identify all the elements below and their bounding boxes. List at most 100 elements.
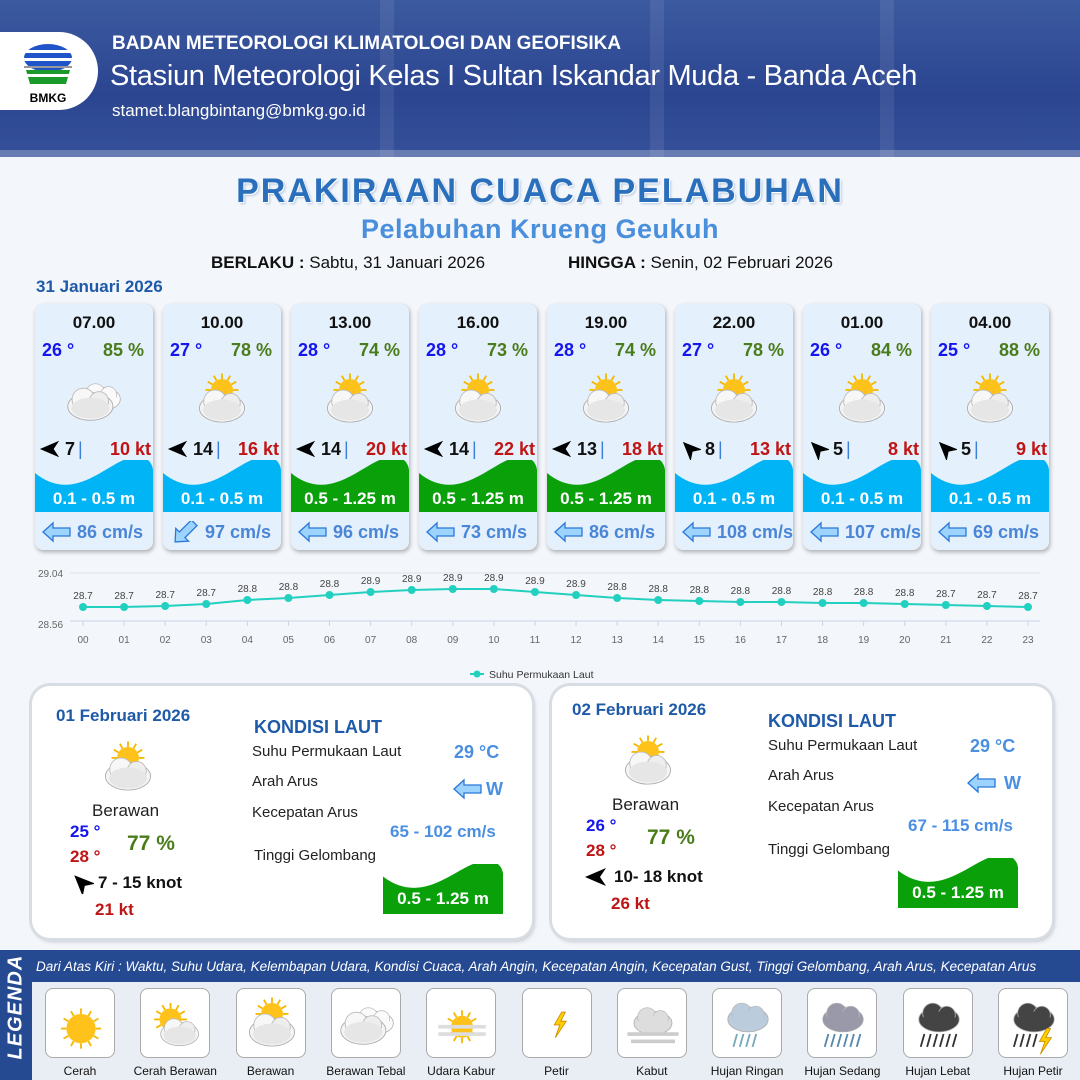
wave-height: 0.5 - 1.25 m: [560, 489, 652, 508]
wind-row: 14 | 20 kt: [295, 438, 407, 460]
data-label: 28.8: [607, 582, 627, 593]
x-tick-label: 14: [653, 635, 665, 646]
gust-speed: 26 kt: [611, 894, 650, 913]
separator: |: [600, 438, 605, 459]
x-tick-label: 21: [940, 635, 952, 646]
berawan-weather-icon: [950, 368, 1030, 432]
wave-height-icon: [675, 460, 793, 512]
data-point: [982, 602, 991, 610]
station-name: Stasiun Meteorologi Kelas I Sultan Iskan…: [110, 60, 918, 92]
wind-speed-range: 10- 18 knot: [614, 867, 703, 886]
sst-line: [83, 588, 1029, 608]
humidity: 85 %: [102, 340, 144, 360]
valid-to-label: HINGGA :: [568, 253, 646, 272]
air-temperature: 28 °: [298, 340, 331, 360]
data-point: [79, 603, 87, 611]
data-label: 28.8: [238, 584, 258, 595]
x-tick-label: 22: [981, 635, 993, 646]
max-temperature: 28 °: [70, 847, 101, 866]
data-label: 28.8: [854, 587, 874, 598]
data-point: [941, 601, 950, 609]
data-point: [695, 597, 704, 605]
gust-speed: 20 kt: [365, 438, 407, 459]
current-speed: 69 cm/s: [973, 522, 1040, 542]
berawan-weather-icon: [566, 368, 646, 432]
berawan-weather-icon: [608, 730, 688, 799]
gust-speed: 22 kt: [493, 438, 535, 459]
data-point: [284, 594, 293, 602]
data-label: 28.8: [731, 586, 751, 597]
wave-label: Tinggi Gelombang: [768, 841, 891, 858]
current-direction-icon: [297, 521, 329, 543]
current-direction-icon: [681, 521, 713, 543]
wind-direction-icon: [584, 866, 608, 893]
data-point: [120, 603, 129, 611]
data-point: [161, 602, 170, 610]
forecast-time: 22.00: [712, 313, 756, 332]
data-point: [243, 596, 252, 604]
forecast-time: 16.00: [456, 313, 500, 332]
wind-row: 13 | 18 kt: [551, 438, 663, 460]
petir-icon: [521, 988, 592, 1058]
data-label: 28.8: [772, 586, 792, 597]
data-label: 28.9: [443, 573, 463, 584]
hujan-sedang-icon: [807, 988, 878, 1058]
separator: |: [472, 438, 477, 459]
current-speed-range: 67 - 115 cm/s: [908, 816, 1013, 835]
cerah-berawan-icon: [140, 988, 211, 1058]
wind-row: 7 | 10 kt: [39, 438, 151, 460]
air-temperature: 28 °: [426, 340, 459, 360]
gust-speed: 9 kt: [1015, 438, 1047, 459]
wave-height: 0.1 - 0.5 m: [692, 489, 776, 508]
separator: |: [974, 438, 979, 459]
x-tick-label: 15: [694, 635, 706, 646]
current-direction: W: [1004, 773, 1021, 793]
legend-item-label: Hujan Sedang: [804, 1064, 881, 1078]
separator: |: [846, 438, 851, 459]
air-temperature: 27 °: [170, 340, 203, 360]
current-speed: 107 cm/s: [845, 522, 921, 542]
hujan-petir-icon: [998, 988, 1068, 1058]
forecast-card: 13.00 28 ° 74 % 14 | 20 kt 0.5 - 1.25 m 96…: [291, 304, 409, 550]
data-point: [325, 591, 334, 599]
data-point: [777, 598, 786, 606]
legend-description: Dari Atas Kiri : Waktu, Suhu Udara, Kele…: [32, 950, 1080, 982]
x-tick-label: 16: [735, 635, 747, 646]
data-label: 28.9: [525, 576, 545, 587]
wind-speed: 5: [833, 438, 844, 459]
humidity: 78 %: [742, 340, 784, 360]
separator: |: [216, 438, 221, 459]
humidity: 74 %: [358, 340, 400, 360]
data-point: [530, 588, 539, 596]
data-label: 28.8: [279, 582, 299, 593]
humidity: 78 %: [230, 340, 272, 360]
page-title: PRAKIRAAN CUACA PELABUHAN: [236, 172, 844, 210]
data-label: 28.9: [566, 579, 586, 590]
wave-label: Tinggi Gelombang: [254, 847, 377, 864]
wind-direction-icon: [295, 438, 317, 460]
separator: |: [344, 438, 349, 459]
data-point: [900, 600, 909, 608]
air-temperature: 25 °: [938, 340, 971, 360]
y-tick-label: 29.04: [38, 569, 63, 580]
legend-item-label: Kabut: [636, 1064, 668, 1078]
forecast-card: 01.00 26 ° 84 % 5 | 8 kt 0.1 - 0.5 m 107 c…: [803, 304, 921, 550]
data-point: [448, 585, 457, 593]
wave-height: 0.1 - 0.5 m: [52, 489, 136, 508]
current-direction-icon: [809, 521, 841, 543]
data-label: 28.8: [813, 587, 833, 598]
x-tick-label: 03: [201, 635, 213, 646]
x-tick-label: 04: [242, 635, 254, 646]
station-email[interactable]: stamet.blangbintang@bmkg.go.id: [112, 101, 366, 120]
wave-height-icon: [931, 460, 1049, 512]
wave-height-icon: [35, 460, 153, 512]
bmkg-logo: BMKG: [0, 32, 98, 110]
wind-direction-icon: [551, 438, 573, 460]
x-tick-label: 13: [612, 635, 624, 646]
wind-row: 5 | 9 kt: [935, 438, 1047, 462]
humidity: 74 %: [614, 340, 656, 360]
wind-direction-icon: [423, 438, 445, 460]
udara-kabur-icon: [426, 988, 497, 1058]
current-direction-icon: [966, 772, 998, 799]
berawan-weather-icon: [822, 368, 902, 432]
